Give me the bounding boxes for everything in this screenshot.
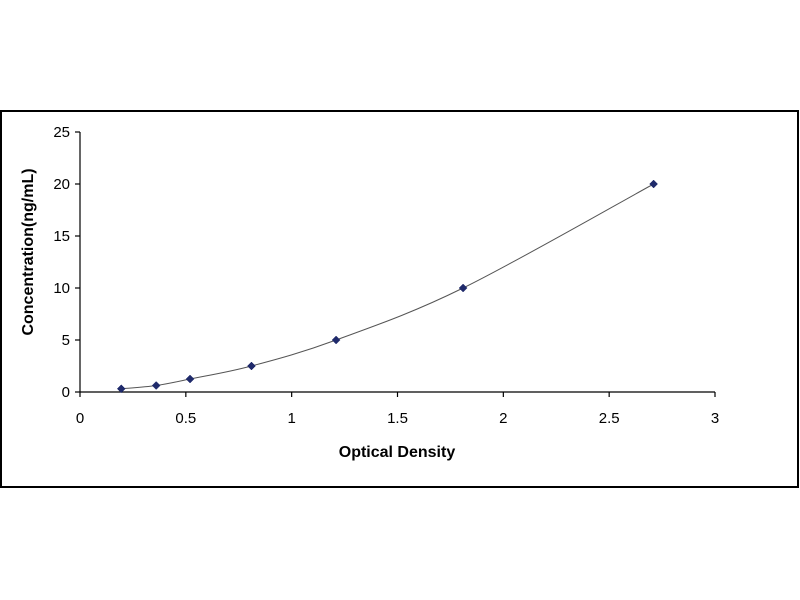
x-tick-label: 1.5 xyxy=(387,410,408,427)
fit-curve xyxy=(121,183,654,390)
data-point-0 xyxy=(116,384,126,394)
x-tick-label: 0.5 xyxy=(175,410,196,427)
y-tick-label: 25 xyxy=(53,124,70,141)
y-axis-title: Concentration(ng/mL) xyxy=(20,168,37,335)
data-point-2 xyxy=(185,374,195,384)
x-ticks: 0 0.5 1 1.5 2 2.5 3 xyxy=(76,392,719,427)
data-point-1 xyxy=(151,381,161,390)
data-point-6 xyxy=(649,179,658,189)
y-tick-label: 15 xyxy=(53,228,70,245)
x-tick-label: 2 xyxy=(499,410,507,427)
chart-border xyxy=(0,110,799,488)
data-points xyxy=(116,179,658,394)
y-tick-label: 20 xyxy=(53,176,70,193)
x-tick-label: 0 xyxy=(76,410,84,427)
data-point-5 xyxy=(458,283,468,293)
data-point-4 xyxy=(331,335,341,345)
x-axis-title: Optical Density xyxy=(339,444,456,461)
y-tick-label: 10 xyxy=(53,280,70,297)
y-tick-label: 0 xyxy=(62,384,70,401)
x-tick-label: 1 xyxy=(287,410,295,427)
y-tick-label: 5 xyxy=(62,332,70,349)
x-tick-label: 2.5 xyxy=(599,410,620,427)
x-tick-label: 3 xyxy=(711,410,719,427)
data-point-3 xyxy=(247,361,256,371)
y-ticks: 0 5 10 15 20 25 xyxy=(53,124,80,401)
